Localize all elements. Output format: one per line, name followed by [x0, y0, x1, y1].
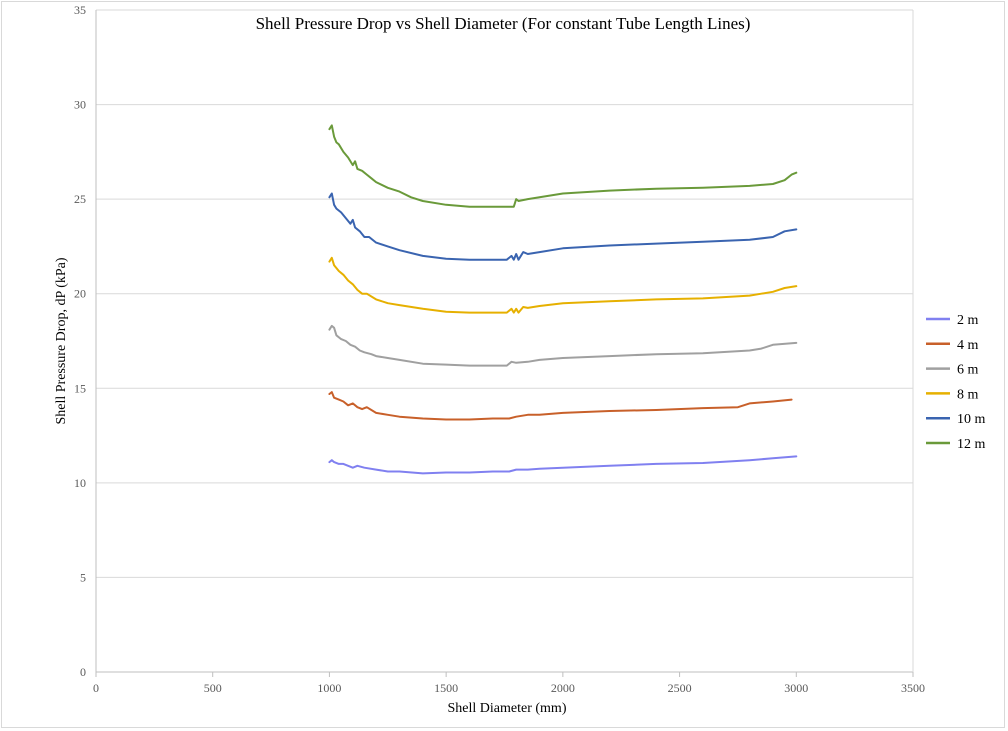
x-tick-label: 1500	[434, 681, 458, 695]
x-tick-label: 0	[93, 681, 99, 695]
series-line-8m	[328, 256, 798, 314]
legend-label: 12 m	[957, 437, 986, 452]
y-tick-label: 20	[74, 287, 86, 301]
y-tick-label: 10	[74, 476, 86, 490]
x-tick-label: 1000	[317, 681, 341, 695]
y-axis-title: Shell Pressure Drop, dP (kPa)	[54, 257, 69, 424]
x-tick-label: 3000	[784, 681, 808, 695]
y-tick-label: 0	[80, 665, 86, 679]
legend-label: 10 m	[957, 412, 986, 427]
gridlines	[96, 9, 913, 578]
y-tick-label: 5	[80, 570, 86, 584]
series-line-4m	[328, 391, 793, 421]
legend: 2 m 4 m 6 m 8 m 10 m 12 m	[926, 313, 986, 452]
legend-label: 8 m	[957, 387, 979, 402]
y-tick-label: 35	[74, 3, 86, 17]
x-tick-label: 500	[204, 681, 222, 695]
y-tick-label: 15	[74, 381, 86, 395]
series-lines	[328, 124, 798, 475]
series-line-12m	[328, 124, 798, 208]
x-axis-title: Shell Diameter (mm)	[448, 701, 567, 716]
axes: 0 5 10 15 20 25 30 35 0 500 1000 1500 2000 2500 3000 35…	[74, 3, 925, 695]
y-tick-label: 25	[74, 192, 86, 206]
x-tick-label: 3500	[901, 681, 925, 695]
legend-label: 2 m	[957, 313, 979, 328]
y-tick-label: 30	[74, 98, 86, 112]
x-tick-label: 2500	[668, 681, 692, 695]
series-line-6m	[328, 324, 798, 367]
series-line-10m	[328, 192, 798, 261]
chart-title: Shell Pressure Drop vs Shell Diameter (F…	[256, 14, 751, 33]
x-tick-label: 2000	[551, 681, 575, 695]
legend-label: 6 m	[957, 363, 979, 378]
legend-label: 4 m	[957, 338, 979, 353]
series-line-2m	[328, 455, 798, 475]
